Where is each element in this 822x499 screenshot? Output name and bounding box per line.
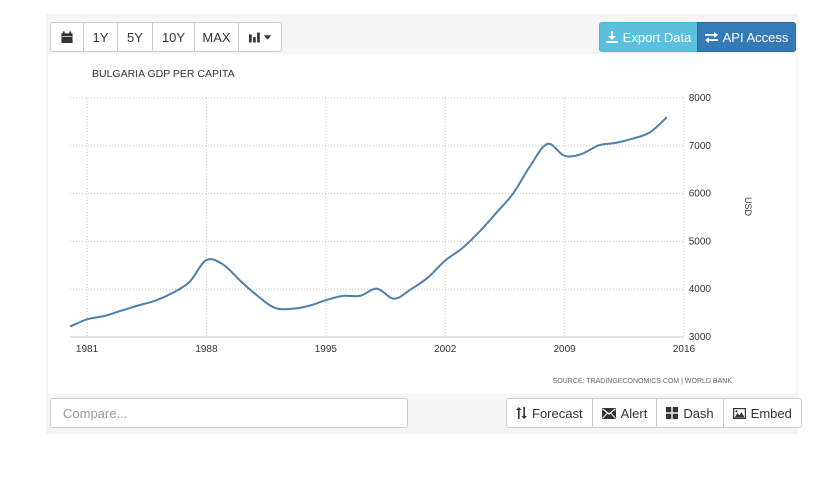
y-tick-label: 4000 (689, 284, 712, 295)
forecast-label: Forecast (532, 405, 583, 421)
caret-down-icon (263, 34, 271, 40)
chart-widget: 1Y 5Y 10Y MAX Export Data (46, 14, 802, 434)
compare-input[interactable] (50, 398, 408, 428)
chart-type-dropdown[interactable] (238, 22, 282, 52)
forecast-button[interactable]: Forecast (506, 398, 593, 428)
embed-label: Embed (750, 405, 792, 421)
x-tick-label: 2009 (553, 344, 576, 355)
api-access-button[interactable]: API Access (697, 22, 796, 52)
series-line (69, 116, 668, 328)
x-tick-label: 2016 (673, 344, 696, 355)
chart-title: BULGARIA GDP PER CAPITA (92, 68, 235, 80)
range-10y-button[interactable]: 10Y (152, 22, 195, 52)
x-tick-label: 2002 (434, 344, 457, 355)
sort-arrows-icon (516, 407, 527, 419)
y-tick-label: 8000 (689, 93, 712, 104)
dash-label: Dash (683, 405, 714, 421)
dash-button[interactable]: Dash (656, 398, 724, 428)
action-buttons: Forecast Alert (506, 398, 802, 428)
range-5y-button[interactable]: 5Y (117, 22, 153, 52)
y-tick-label: 5000 (689, 236, 712, 247)
x-tick-label: 1995 (315, 344, 338, 355)
export-data-label: Export Data (622, 29, 692, 45)
range-1y-button[interactable]: 1Y (83, 22, 118, 52)
grid-icon (666, 407, 679, 419)
x-tick-label: 1988 (195, 344, 218, 355)
y-axis-label: USD (743, 197, 753, 217)
bar-chart-icon (249, 32, 260, 42)
picture-icon (732, 407, 746, 419)
y-tick-label: 3000 (689, 332, 712, 343)
chart-area: BULGARIA GDP PER CAPITA 1981 1988 1995 2002… (48, 54, 796, 394)
range-max-button[interactable]: MAX (194, 22, 239, 52)
envelope-icon (601, 407, 616, 419)
calendar-button[interactable] (50, 22, 84, 52)
download-icon (605, 31, 618, 43)
range-toolbar: 1Y 5Y 10Y MAX (50, 22, 282, 52)
x-tick-label: 1981 (76, 344, 99, 355)
line-chart: BULGARIA GDP PER CAPITA 1981 1988 1995 2002… (69, 68, 753, 385)
alert-button[interactable]: Alert (591, 398, 658, 428)
calendar-icon (61, 31, 73, 43)
embed-button[interactable]: Embed (722, 398, 802, 428)
bottom-bar: Forecast Alert (46, 394, 802, 434)
source-label: SOURCE: TRADINGECONOMICS.COM | WORLD BAN… (553, 378, 733, 385)
api-access-label: API Access (722, 29, 789, 45)
alert-label: Alert (620, 405, 648, 421)
y-tick-label: 7000 (689, 141, 712, 152)
exchange-icon (704, 31, 718, 43)
export-data-button[interactable]: Export Data (599, 22, 698, 52)
y-tick-label: 6000 (689, 189, 712, 200)
